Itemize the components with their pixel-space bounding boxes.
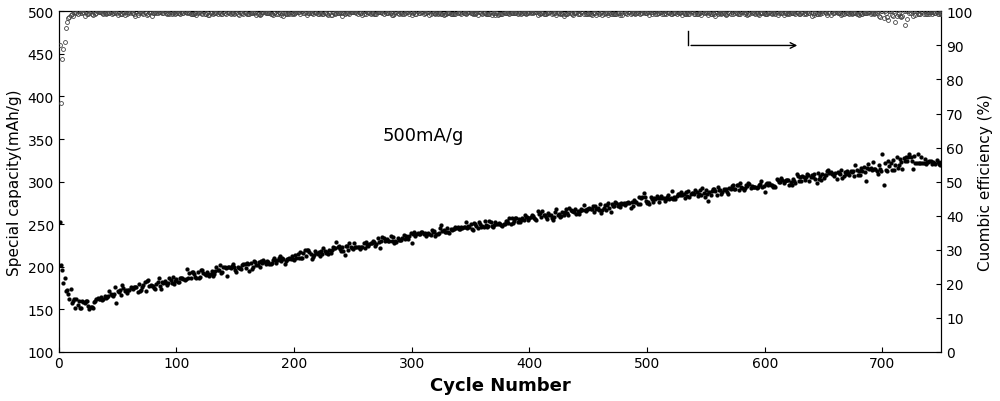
Y-axis label: Cuombic efficiency (%): Cuombic efficiency (%) bbox=[978, 94, 993, 270]
X-axis label: Cycle Number: Cycle Number bbox=[430, 376, 570, 394]
Text: 500mA/g: 500mA/g bbox=[383, 126, 464, 144]
Y-axis label: Special capacity(mAh/g): Special capacity(mAh/g) bbox=[7, 89, 22, 275]
